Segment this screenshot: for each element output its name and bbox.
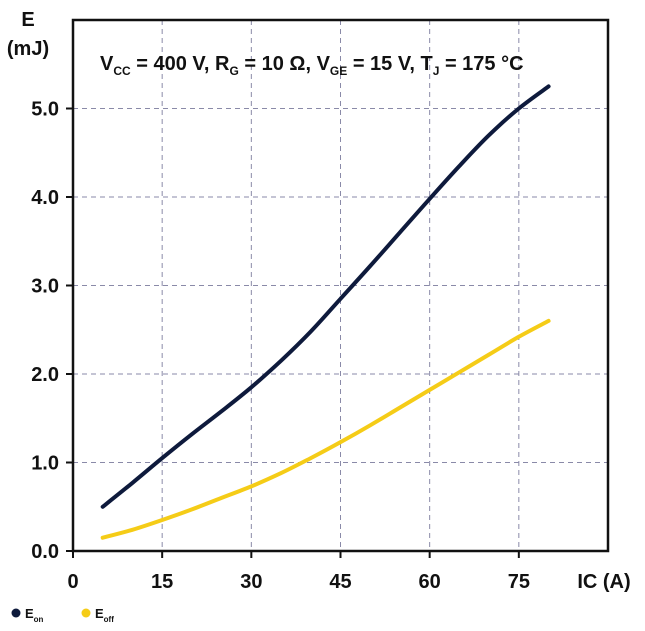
series-line-eoff	[100, 318, 551, 540]
legend-marker	[81, 608, 91, 618]
condition-value: = 15 V,	[347, 53, 420, 75]
x-tick-label: 75	[508, 571, 530, 593]
legend-entry-eon: Eon	[11, 606, 44, 624]
legend-entry-eoff: Eoff	[81, 606, 114, 624]
y-axis-label-line1: E	[21, 9, 34, 31]
x-tick-label: 30	[240, 571, 262, 593]
condition-subscript: CC	[113, 64, 131, 78]
test-conditions: VCC = 400 V, RG = 10 Ω, VGE = 15 V, TJ =…	[100, 53, 524, 78]
condition-symbol: V	[100, 53, 114, 75]
x-tick-label: 0	[67, 571, 78, 593]
y-tick-label: 2.0	[31, 364, 59, 386]
legend-label: Eoff	[95, 606, 114, 624]
condition-subscript: GE	[330, 64, 347, 78]
condition-symbol: V	[317, 53, 331, 75]
legend: Eon Eoff	[11, 606, 114, 624]
condition-value: = 175 °C	[439, 53, 523, 75]
condition-value: = 400 V,	[131, 53, 215, 75]
grid	[73, 20, 608, 551]
x-tick-label: 15	[151, 571, 173, 593]
x-tick-label: 60	[419, 571, 441, 593]
x-tick-label: 45	[329, 571, 351, 593]
y-tick-label: 4.0	[31, 187, 59, 209]
condition-symbol: T	[420, 53, 432, 75]
y-tick-label: 3.0	[31, 276, 59, 298]
condition-subscript: J	[433, 64, 440, 78]
legend-label: Eon	[25, 606, 44, 624]
condition-symbol: R	[215, 53, 230, 75]
y-tick-label: 5.0	[31, 99, 59, 121]
ticks: 0 15 30 45 60 75 0.0 1.0 2.0 3.0 4.0 5.0	[31, 99, 530, 594]
y-tick-label: 0.0	[31, 541, 59, 563]
legend-marker	[11, 608, 21, 618]
series-layer	[100, 84, 551, 540]
y-axis-label-line2: (mJ)	[7, 38, 49, 60]
y-tick-label: 1.0	[31, 453, 59, 475]
x-axis-label: IC (A)	[577, 571, 630, 593]
series-line-eon	[100, 84, 551, 509]
condition-value: = 10 Ω,	[239, 53, 317, 75]
condition-subscript: G	[229, 64, 238, 78]
